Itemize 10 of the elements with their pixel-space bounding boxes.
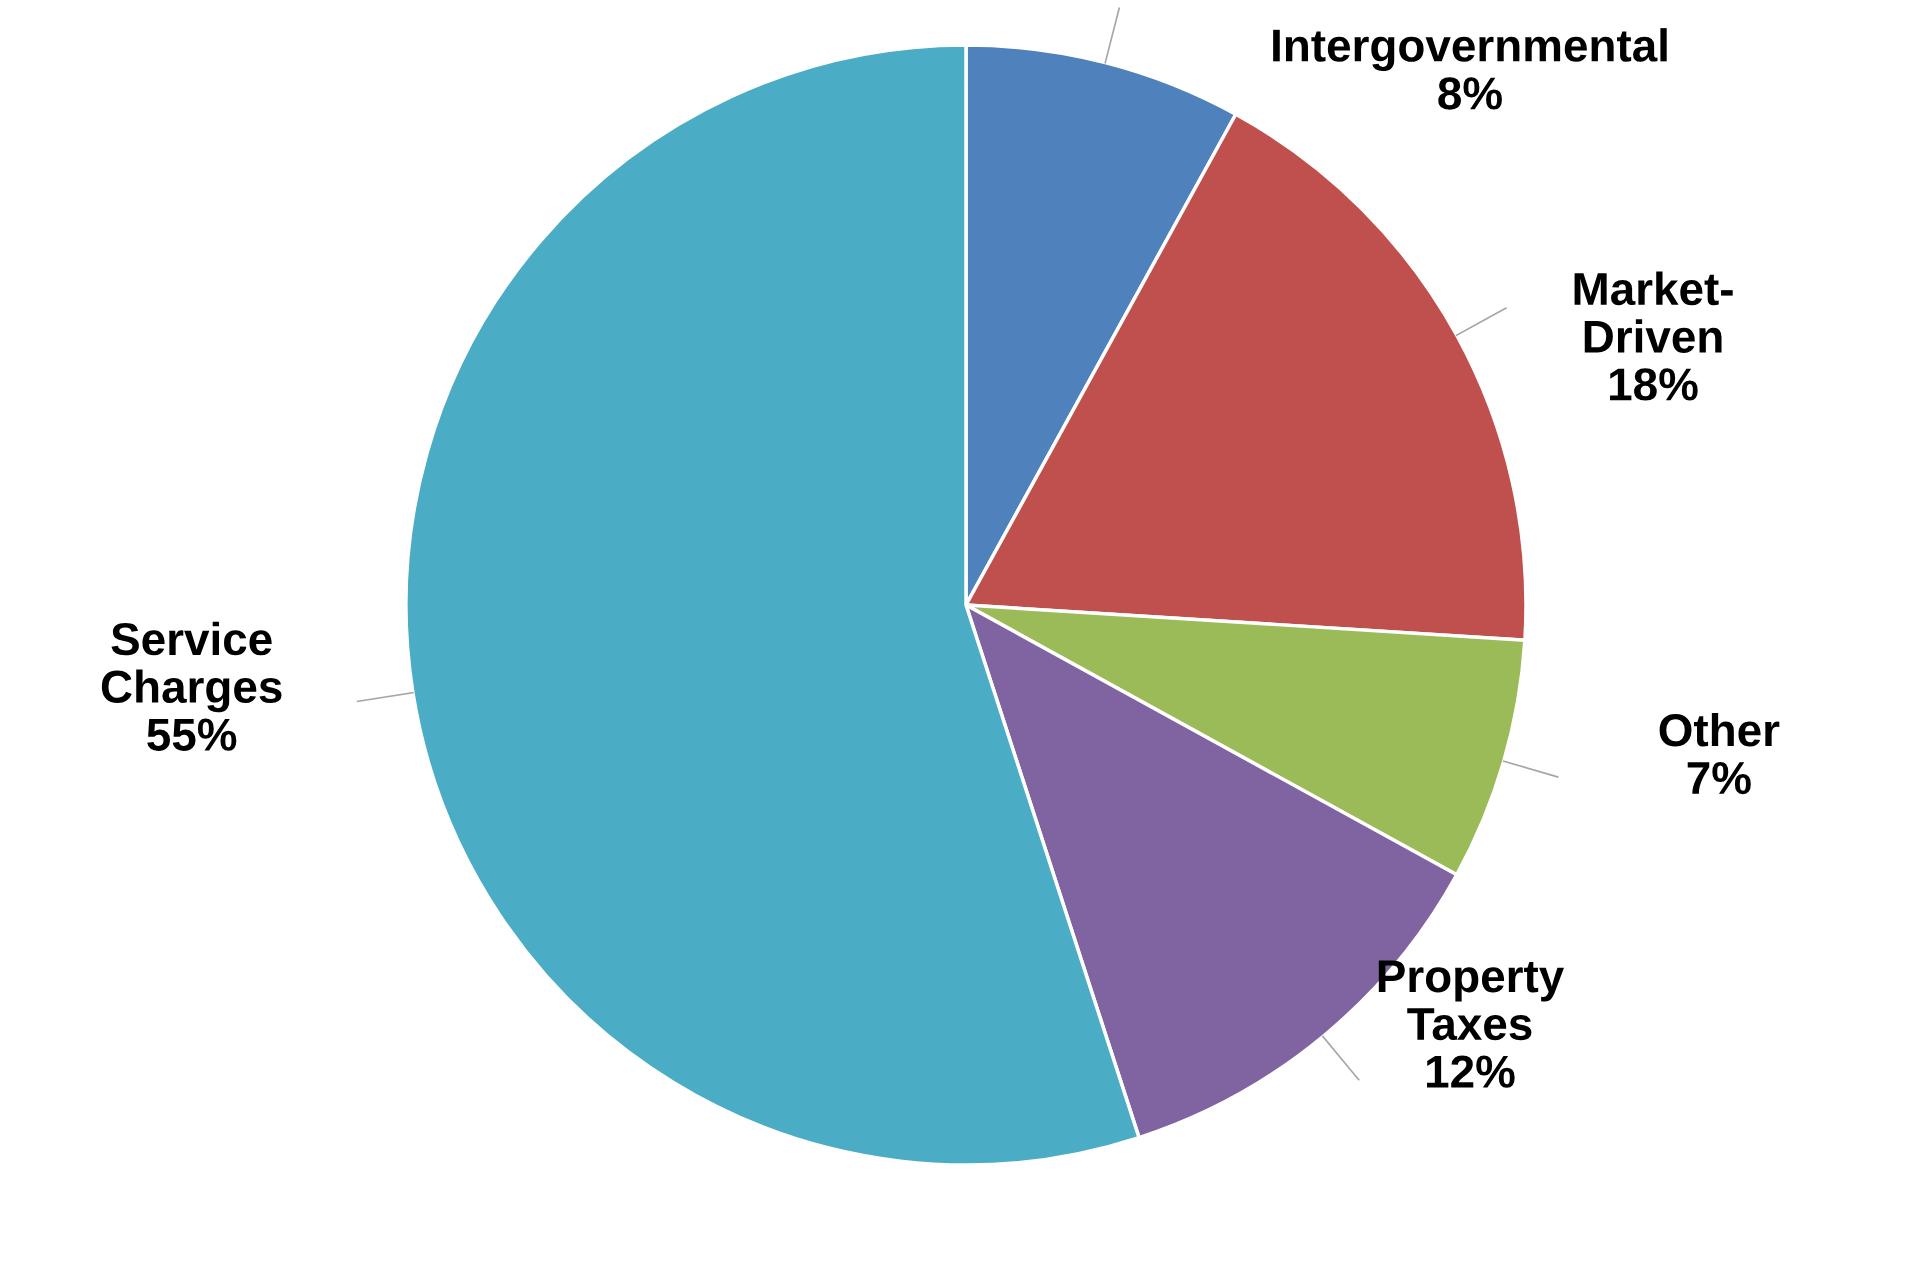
data-label: 55% [147, 718, 237, 751]
slice-label: Intergovernmental [1273, 28, 1667, 72]
data-label: 12% [1427, 1055, 1515, 1088]
slice-label: Service Charges [101, 621, 282, 713]
data-label: 7% [1687, 761, 1751, 795]
data-label: 18% [1610, 368, 1698, 401]
slice-label: Market- Driven [1574, 271, 1733, 353]
slice-label: Other [1659, 712, 1780, 747]
slice-label: Property Taxes [1378, 960, 1564, 1041]
data-label: 8% [1438, 77, 1502, 110]
